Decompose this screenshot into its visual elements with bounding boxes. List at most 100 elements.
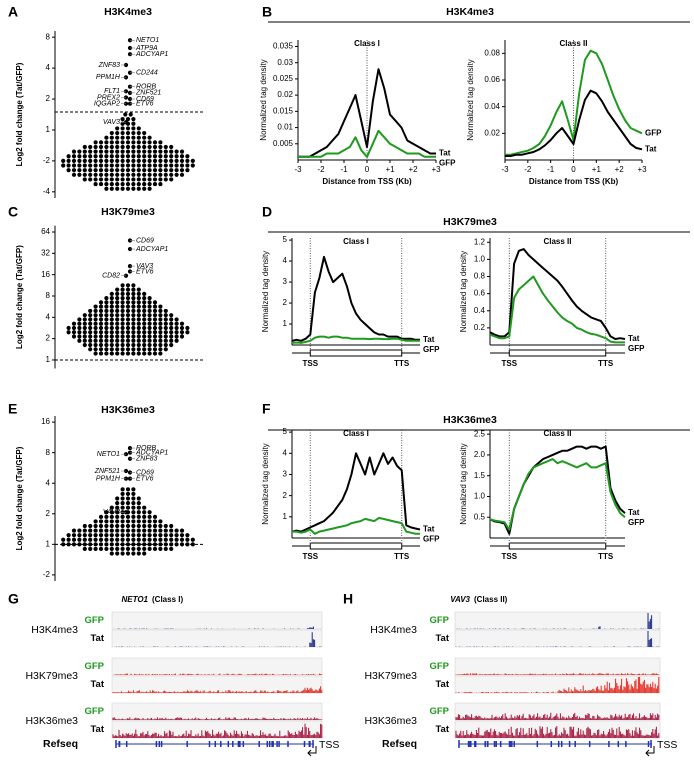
dot — [136, 172, 141, 177]
y-axis-label: Normalized tag density — [466, 59, 475, 140]
dot — [93, 334, 98, 339]
dot — [185, 154, 190, 159]
dot — [163, 330, 168, 335]
y-tick-label: 2.5 — [474, 429, 486, 438]
dot — [142, 519, 147, 524]
dot — [131, 528, 136, 533]
dot — [109, 296, 114, 301]
dot — [104, 533, 109, 538]
dot — [147, 168, 152, 173]
dot — [93, 325, 98, 331]
x-axis-label: Distance from TSS (Kb) — [322, 177, 412, 186]
dot — [98, 351, 104, 356]
dot — [136, 338, 141, 343]
dot — [147, 342, 152, 348]
dot — [125, 300, 131, 305]
subplot-title: Class II — [559, 39, 587, 48]
track-mark-label: H3K79me3 — [364, 670, 417, 682]
dot — [147, 135, 152, 140]
y-tick-label: 1 — [46, 355, 51, 364]
dot — [98, 347, 104, 352]
dot — [115, 154, 120, 159]
dot — [104, 514, 109, 519]
dot — [169, 158, 174, 163]
dot — [174, 163, 179, 168]
dot — [98, 542, 104, 547]
dot — [131, 135, 136, 140]
dot — [147, 542, 152, 547]
dot — [131, 523, 136, 529]
dot — [120, 144, 125, 150]
dot — [93, 317, 98, 322]
track-signal — [455, 673, 660, 675]
dot — [179, 321, 185, 326]
dot — [88, 177, 93, 182]
dot — [104, 144, 109, 150]
dot — [88, 168, 93, 173]
dot — [98, 144, 104, 150]
dot — [120, 342, 125, 348]
dot — [142, 313, 147, 318]
dot — [158, 144, 163, 150]
dot — [104, 542, 109, 547]
panel-title: H3K4me3 — [104, 6, 152, 18]
y-tick-label: 2 — [283, 298, 288, 307]
dot — [93, 177, 98, 182]
dot — [142, 510, 147, 515]
dot — [82, 172, 87, 177]
dot — [131, 519, 136, 524]
dot — [131, 351, 136, 356]
dot — [152, 528, 158, 533]
dot — [109, 300, 114, 305]
dot — [115, 334, 120, 339]
subplot-title: Class II — [543, 429, 571, 438]
gene-label: VAV3 — [103, 509, 120, 516]
x-tick-label: +1 — [592, 165, 602, 174]
dot — [136, 287, 141, 292]
series-line — [489, 445, 626, 535]
panel-letter: A — [8, 4, 18, 20]
dot — [115, 186, 120, 191]
y-tick-label: 0.035 — [273, 42, 294, 51]
dot — [136, 135, 141, 140]
dot — [71, 168, 77, 173]
dot — [98, 533, 104, 538]
dot — [136, 181, 141, 187]
dot — [82, 537, 87, 542]
dot — [104, 528, 109, 533]
dot — [131, 154, 136, 159]
dot — [93, 519, 98, 524]
dot — [98, 304, 104, 309]
dot — [136, 126, 141, 131]
dot — [98, 177, 104, 182]
y-axis-label: Normalized tag density — [459, 443, 468, 524]
x-tick-label: -3 — [501, 165, 509, 174]
dot — [131, 126, 136, 131]
dot — [77, 533, 82, 538]
gene-body — [309, 542, 403, 550]
dot — [115, 514, 120, 519]
dot — [120, 496, 125, 501]
dot — [88, 342, 93, 348]
tss-label: TSS — [319, 739, 339, 751]
x-tick-label: -1 — [340, 165, 348, 174]
dot — [142, 330, 147, 335]
track-bg — [111, 702, 323, 721]
dot — [71, 542, 77, 547]
dot — [152, 168, 158, 173]
dot — [152, 514, 158, 519]
dot — [131, 514, 136, 519]
dot — [82, 313, 87, 318]
dot — [142, 321, 147, 326]
gene-label: PPM1H — [96, 475, 121, 482]
dot — [88, 321, 93, 326]
dot — [163, 542, 168, 547]
track-condition: Tat — [435, 679, 449, 690]
dot — [136, 528, 141, 533]
y-tick-label: 0.03 — [277, 58, 293, 67]
dot — [120, 126, 125, 131]
dot — [142, 140, 147, 145]
dot — [179, 163, 185, 168]
dot — [93, 144, 98, 150]
